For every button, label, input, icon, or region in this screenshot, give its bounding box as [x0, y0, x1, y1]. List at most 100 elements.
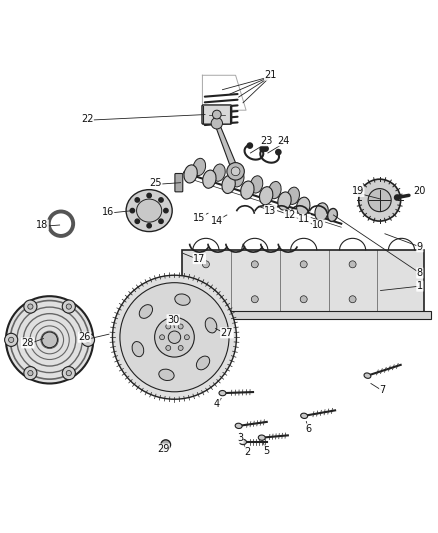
Text: 28: 28 — [21, 338, 34, 348]
Circle shape — [24, 367, 37, 379]
Ellipse shape — [205, 318, 217, 333]
Ellipse shape — [364, 373, 371, 378]
Text: 10: 10 — [312, 220, 325, 230]
Circle shape — [231, 167, 240, 176]
Circle shape — [147, 193, 151, 198]
Ellipse shape — [175, 294, 190, 305]
Ellipse shape — [268, 181, 281, 199]
Circle shape — [395, 195, 400, 200]
Ellipse shape — [203, 170, 216, 188]
Polygon shape — [215, 123, 239, 173]
Circle shape — [5, 333, 18, 346]
Text: 9: 9 — [417, 242, 423, 252]
Circle shape — [300, 261, 307, 268]
Circle shape — [251, 296, 258, 303]
Ellipse shape — [193, 158, 205, 175]
Circle shape — [202, 261, 209, 268]
Circle shape — [184, 335, 189, 340]
Circle shape — [42, 332, 57, 348]
Text: 2: 2 — [244, 447, 251, 457]
Ellipse shape — [137, 199, 162, 222]
Circle shape — [161, 440, 170, 449]
Text: 26: 26 — [78, 332, 91, 342]
Circle shape — [9, 337, 14, 343]
Ellipse shape — [196, 356, 210, 370]
Circle shape — [159, 198, 163, 202]
Ellipse shape — [241, 181, 254, 199]
Circle shape — [349, 296, 356, 303]
Text: 7: 7 — [380, 385, 386, 394]
Circle shape — [28, 304, 33, 309]
Circle shape — [147, 223, 151, 228]
Text: 14: 14 — [211, 216, 223, 225]
FancyBboxPatch shape — [202, 105, 232, 124]
Text: 17: 17 — [193, 254, 205, 264]
Text: 20: 20 — [413, 187, 425, 196]
Circle shape — [211, 118, 223, 129]
Ellipse shape — [159, 369, 174, 381]
Ellipse shape — [235, 423, 242, 429]
Ellipse shape — [126, 190, 172, 231]
Circle shape — [155, 317, 194, 357]
Circle shape — [247, 143, 252, 148]
Text: 8: 8 — [417, 268, 423, 278]
Ellipse shape — [213, 164, 225, 181]
Ellipse shape — [315, 203, 328, 221]
Text: 12: 12 — [284, 210, 297, 220]
Ellipse shape — [132, 342, 144, 357]
Circle shape — [159, 335, 165, 340]
Ellipse shape — [219, 391, 226, 395]
Text: 19: 19 — [352, 187, 364, 196]
FancyBboxPatch shape — [175, 311, 431, 319]
Ellipse shape — [240, 439, 247, 445]
Circle shape — [168, 331, 180, 343]
FancyBboxPatch shape — [182, 251, 424, 312]
Ellipse shape — [259, 187, 273, 205]
Circle shape — [349, 261, 356, 268]
Ellipse shape — [250, 176, 263, 193]
Ellipse shape — [258, 435, 265, 440]
Text: 15: 15 — [193, 213, 205, 223]
Circle shape — [166, 324, 171, 329]
Text: 24: 24 — [277, 136, 290, 146]
Circle shape — [178, 345, 183, 351]
Circle shape — [28, 370, 33, 376]
Circle shape — [178, 324, 183, 329]
Text: 18: 18 — [36, 220, 48, 230]
Circle shape — [113, 275, 237, 399]
Text: 1: 1 — [417, 281, 423, 291]
Ellipse shape — [139, 305, 152, 318]
Text: 16: 16 — [102, 207, 114, 217]
Text: 13: 13 — [265, 206, 277, 216]
Text: 21: 21 — [264, 70, 277, 80]
Circle shape — [227, 163, 244, 180]
Text: 3: 3 — [237, 433, 243, 442]
FancyBboxPatch shape — [175, 174, 183, 192]
Text: 25: 25 — [149, 177, 162, 188]
Circle shape — [260, 147, 265, 152]
Circle shape — [166, 345, 171, 351]
Ellipse shape — [184, 165, 197, 183]
Circle shape — [120, 282, 229, 392]
Circle shape — [62, 300, 75, 313]
Circle shape — [164, 208, 168, 213]
Ellipse shape — [297, 197, 310, 215]
Text: 27: 27 — [221, 328, 233, 338]
Circle shape — [66, 370, 71, 376]
Circle shape — [359, 179, 401, 221]
Ellipse shape — [300, 413, 307, 418]
Text: 11: 11 — [298, 214, 310, 224]
Circle shape — [251, 261, 258, 268]
Ellipse shape — [328, 208, 337, 222]
Text: 30: 30 — [167, 315, 179, 325]
Circle shape — [212, 110, 221, 119]
Text: 23: 23 — [260, 136, 272, 146]
Text: 29: 29 — [157, 444, 170, 454]
Circle shape — [135, 198, 139, 202]
Circle shape — [300, 296, 307, 303]
Circle shape — [85, 337, 91, 343]
Circle shape — [66, 304, 71, 309]
Ellipse shape — [232, 169, 244, 187]
Circle shape — [159, 219, 163, 223]
Text: 4: 4 — [214, 399, 220, 409]
